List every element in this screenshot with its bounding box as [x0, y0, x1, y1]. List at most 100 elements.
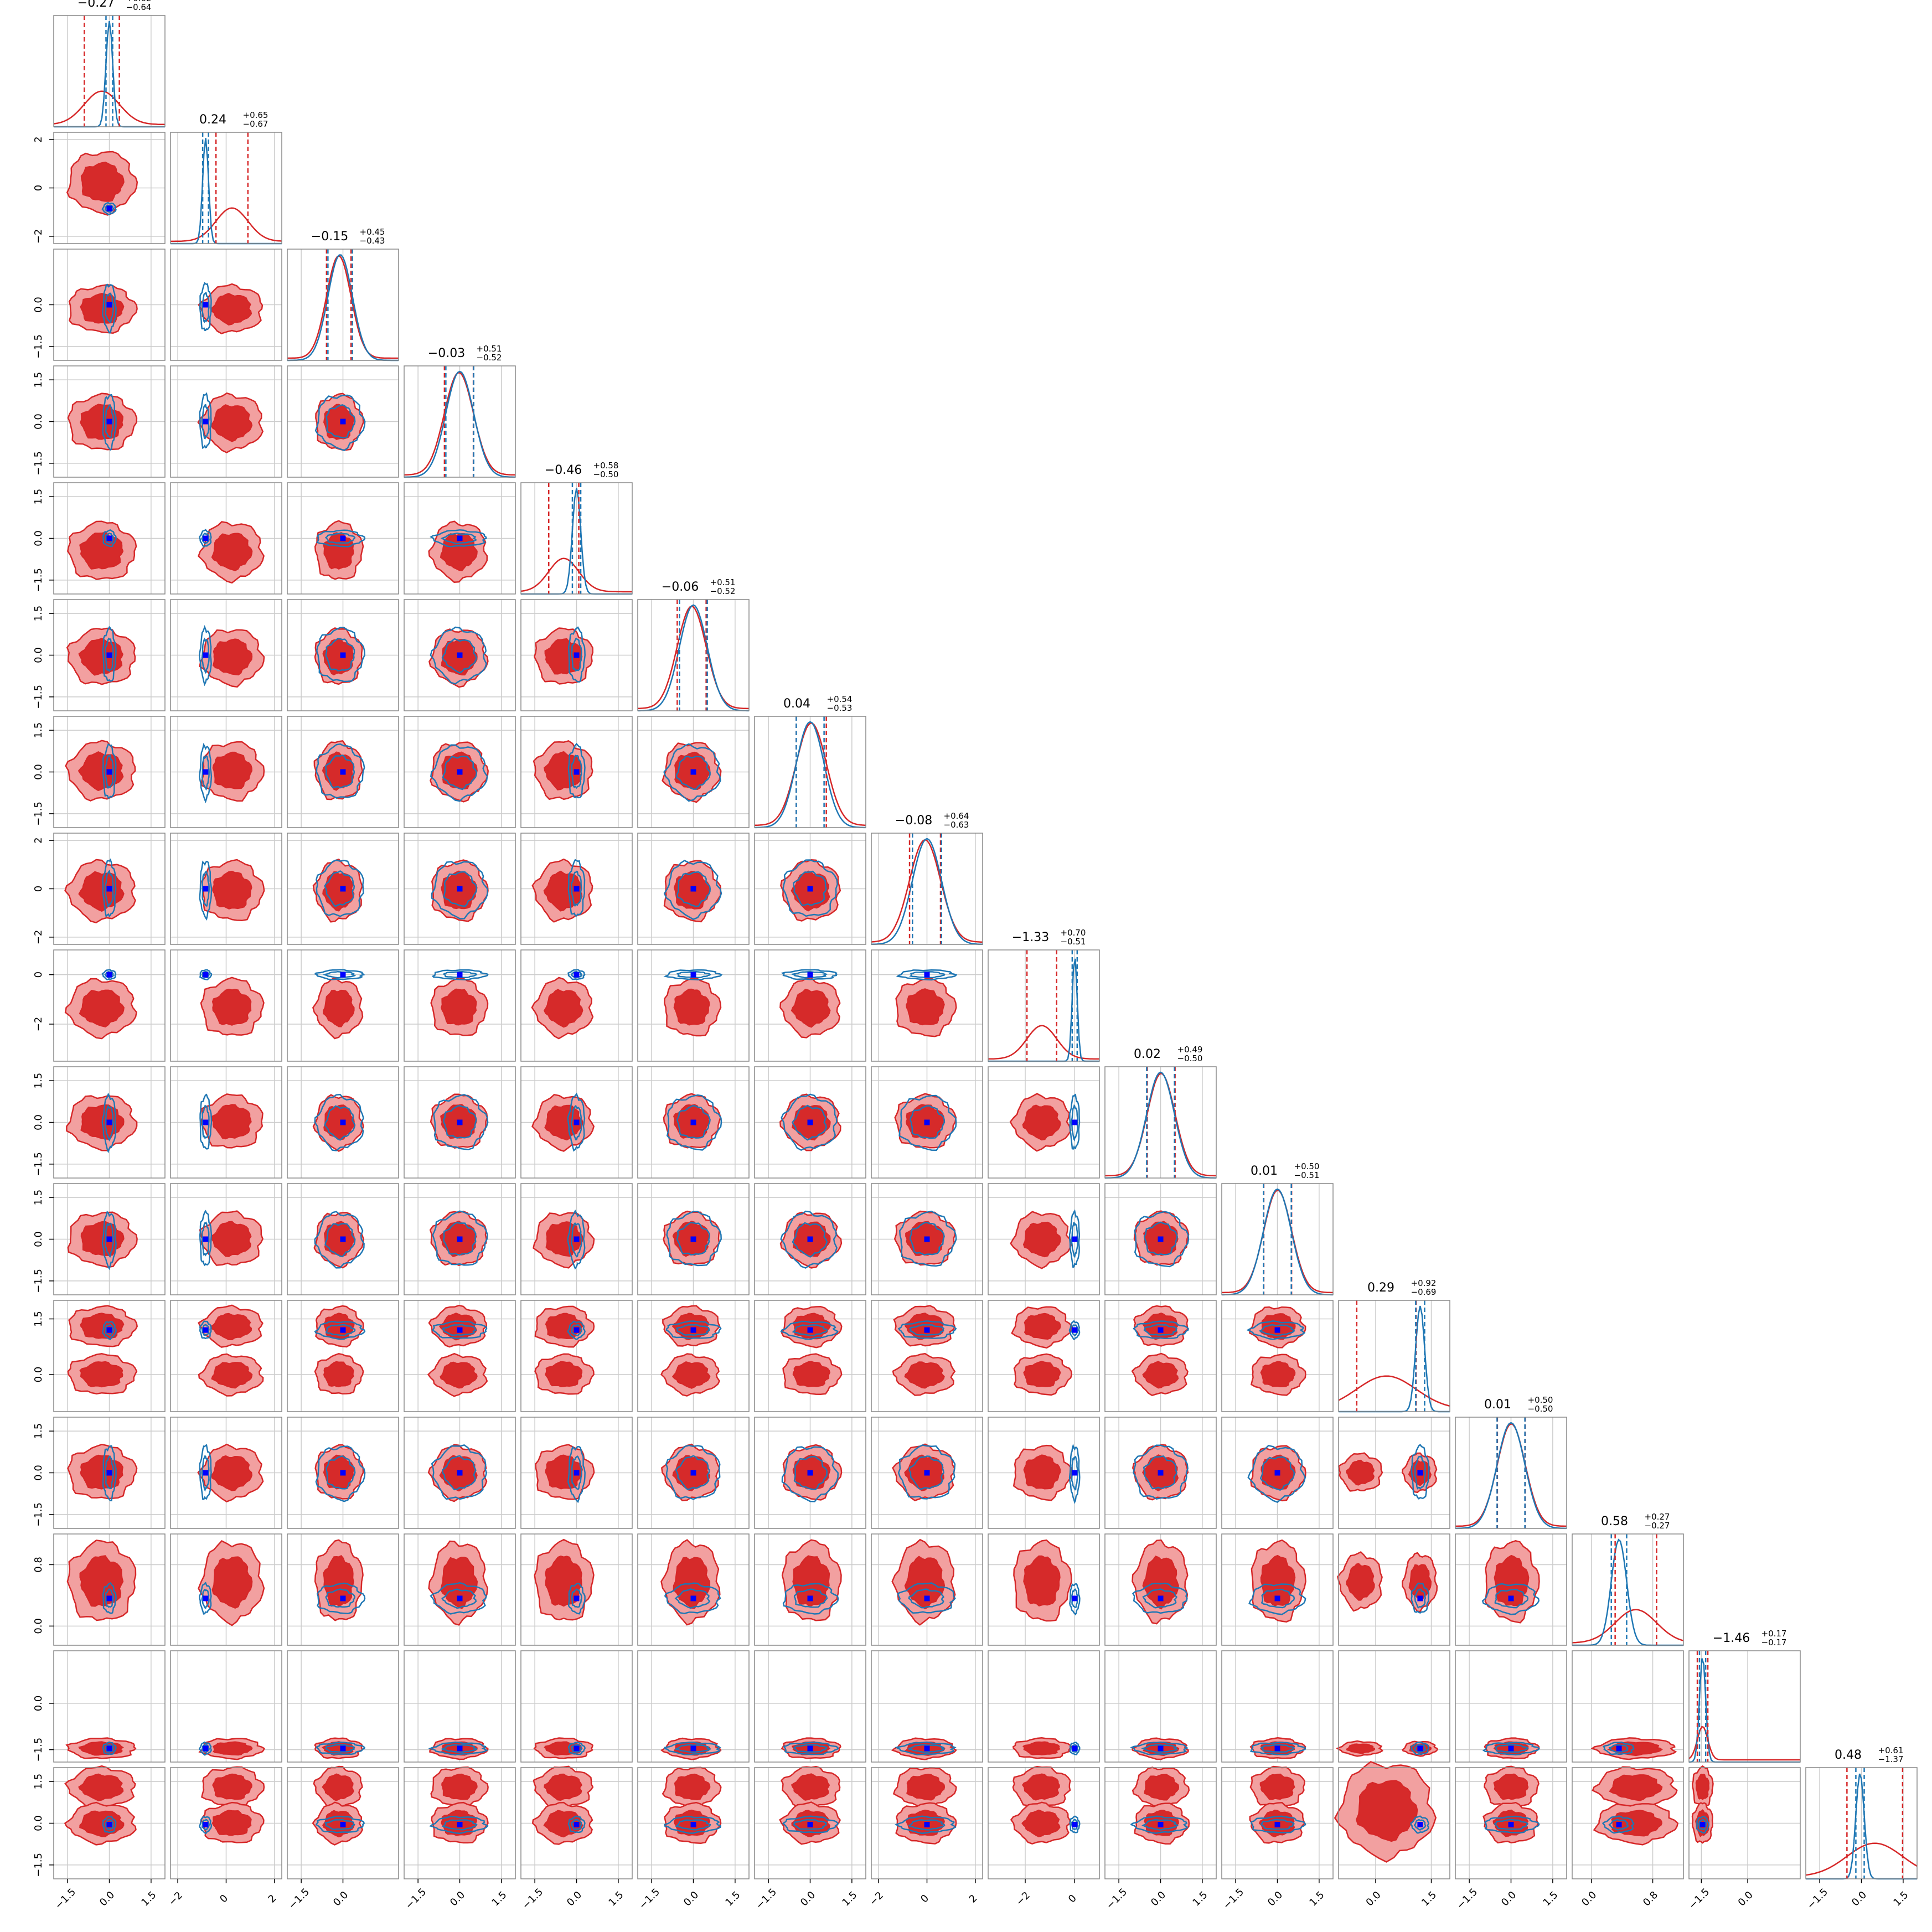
panel-frame: [637, 1533, 750, 1646]
panel-frame: [871, 1533, 983, 1646]
panel-9-7: [871, 1066, 983, 1179]
contour-red-inner: [791, 1773, 830, 1801]
contour-blue-outer: [568, 626, 586, 683]
contour-blue-outer: [1484, 1815, 1540, 1834]
panel-15-4: −1.5 0.0 1.5: [520, 1765, 633, 1912]
truth-marker: [340, 769, 346, 775]
truth-marker: [574, 769, 580, 775]
truth-marker: [203, 886, 209, 892]
x-tick-label: 1.5: [489, 1889, 509, 1909]
histogram-blue: [1572, 1538, 1683, 1646]
panel-title-minus: −1.37: [1878, 1754, 1904, 1764]
panel-frame: [988, 949, 1100, 1062]
x-tick-label: 1.5: [840, 1889, 859, 1909]
panel-8-5: [637, 949, 750, 1062]
contour-blue-inner: [201, 1324, 210, 1336]
panel-14-8: [988, 1650, 1100, 1763]
truth-marker: [106, 205, 112, 211]
panel-1-1: 0.24 +0.65−0.67: [170, 110, 282, 245]
truth-marker: [457, 972, 463, 978]
x-tick-label: 2: [266, 1893, 279, 1905]
x-tick-label: −1.5: [753, 1886, 779, 1912]
contour-blue-inner: [571, 870, 582, 907]
truth-marker: [203, 1745, 209, 1752]
truth-marker: [690, 1595, 696, 1602]
panel-title-plus: +0.49: [1177, 1045, 1203, 1055]
y-tick-label: 0: [33, 972, 44, 978]
x-tick-label: 0.0: [97, 1889, 117, 1909]
contour-blue-outer: [1482, 1742, 1540, 1756]
contour-blue-outer: [199, 1320, 212, 1340]
contour-red-inner: [1260, 1361, 1296, 1387]
panel-frame: [170, 1533, 282, 1646]
contour-blue-inner: [675, 1455, 710, 1491]
panel-title-plus: +0.61: [1878, 1745, 1904, 1755]
contour-blue-outer: [314, 969, 365, 980]
panel-title-minus: −0.63: [944, 820, 969, 830]
panel-14-3: [404, 1650, 516, 1763]
y-tick-label: −1.5: [33, 334, 44, 359]
panel-title-median: −1.46: [1713, 1631, 1750, 1645]
panel-11-6: [754, 1300, 866, 1412]
contour-blue-inner: [105, 1222, 115, 1258]
contour-red-inner: [544, 1361, 583, 1387]
panel-frame: [404, 1650, 516, 1763]
panel-14-10: [1221, 1650, 1334, 1763]
panel-frame: [170, 482, 282, 595]
y-tick-label: 0.0: [33, 1465, 44, 1481]
panel-frame: [170, 249, 282, 361]
panel-frame: [170, 365, 282, 478]
truth-marker: [1072, 1822, 1078, 1828]
contour-blue-inner: [325, 638, 355, 672]
panel-9-1: [170, 1066, 282, 1179]
truth-marker: [807, 1327, 813, 1333]
panel-title-plus: +0.17: [1761, 1629, 1787, 1639]
truth-marker: [1274, 1470, 1280, 1476]
panel-title-plus: +0.64: [944, 811, 969, 821]
contour-blue-inner: [793, 1588, 828, 1608]
truth-marker: [106, 535, 112, 541]
panel-title-median: −0.08: [895, 814, 932, 828]
panel-title-plus: +0.70: [1061, 928, 1086, 938]
panel-frame: [637, 1650, 750, 1763]
panel-11-9: [1104, 1300, 1217, 1412]
truth-marker: [1417, 1595, 1423, 1602]
panel-frame: [404, 716, 516, 828]
truth-marker: [1616, 1745, 1622, 1752]
y-tick-label: 0.0: [33, 297, 44, 313]
panel-7-5: [637, 833, 750, 945]
x-tick-label: −1.5: [286, 1886, 312, 1912]
panel-title-median: 0.04: [783, 697, 810, 711]
contour-blue-inner: [201, 404, 210, 440]
contour-red-inner: [1023, 1361, 1061, 1387]
contour-blue-inner: [1494, 1589, 1529, 1609]
contour-blue-inner: [326, 404, 356, 439]
contour-blue-outer: [429, 1815, 489, 1835]
panel-frame: [404, 1417, 516, 1529]
panel-10-5: [637, 1183, 750, 1295]
truth-marker: [1699, 1822, 1706, 1828]
truth-marker: [1508, 1822, 1514, 1828]
contour-blue-inner: [1414, 1588, 1426, 1609]
panel-frame: [1688, 1650, 1801, 1763]
contour-blue-outer: [781, 1093, 838, 1151]
truth-marker: [340, 1236, 346, 1242]
y-tick-label: −1.5: [33, 1152, 44, 1176]
panel-15-10: −1.5 0.0 1.5: [1221, 1765, 1334, 1912]
panel-frame: [871, 949, 983, 1062]
contour-blue-inner: [105, 292, 115, 323]
panel-frame: [53, 15, 166, 127]
contour-blue-outer: [102, 283, 117, 334]
truth-marker: [924, 1470, 930, 1476]
truth-marker: [807, 1119, 813, 1125]
contour-blue-outer: [199, 742, 213, 804]
contour-blue-inner: [441, 1819, 478, 1831]
x-tick-label: −2: [1014, 1889, 1032, 1908]
contour-red-inner: [792, 1361, 831, 1387]
contour-blue-inner: [1143, 1324, 1177, 1336]
panel-9-5: [637, 1066, 750, 1179]
contour-red-inner: [544, 1773, 582, 1801]
contour-blue-inner: [441, 1455, 477, 1491]
truth-marker: [807, 1595, 813, 1602]
contour-blue-inner: [324, 1744, 355, 1753]
